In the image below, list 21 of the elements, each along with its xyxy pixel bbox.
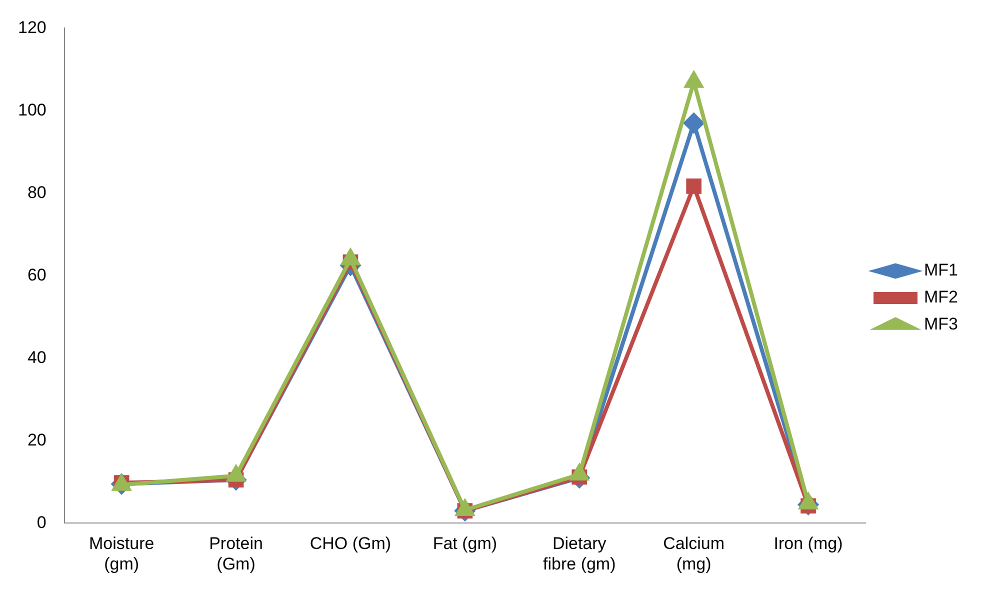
y-tick-label: 80 [27,182,46,202]
category-label: Dietary [552,534,606,554]
category-label: CHO (Gm) [310,534,392,554]
y-tick-label: 0 [36,512,46,532]
category-label: Moisture [88,534,154,554]
category-label: fibre (gm) [543,554,616,574]
legend-label: MF2 [924,288,958,307]
y-tick-label: 40 [27,348,46,367]
y-tick-label: 100 [18,100,46,120]
category-label: (Gm) [216,554,256,574]
category-label: Fat (gm) [432,534,498,554]
category-label: (gm) [104,554,140,574]
legend-label: MF1 [924,260,958,280]
y-tick-label: 20 [27,430,46,450]
y-tick-label: 60 [27,265,46,284]
y-tick-label: 120 [18,18,46,37]
category-label: Protein [209,534,263,554]
category-label: Calcium [663,534,725,554]
category-label: Iron (mg) [774,534,843,554]
legend-label: MF3 [924,314,958,334]
category-label: (mg) [676,554,712,574]
